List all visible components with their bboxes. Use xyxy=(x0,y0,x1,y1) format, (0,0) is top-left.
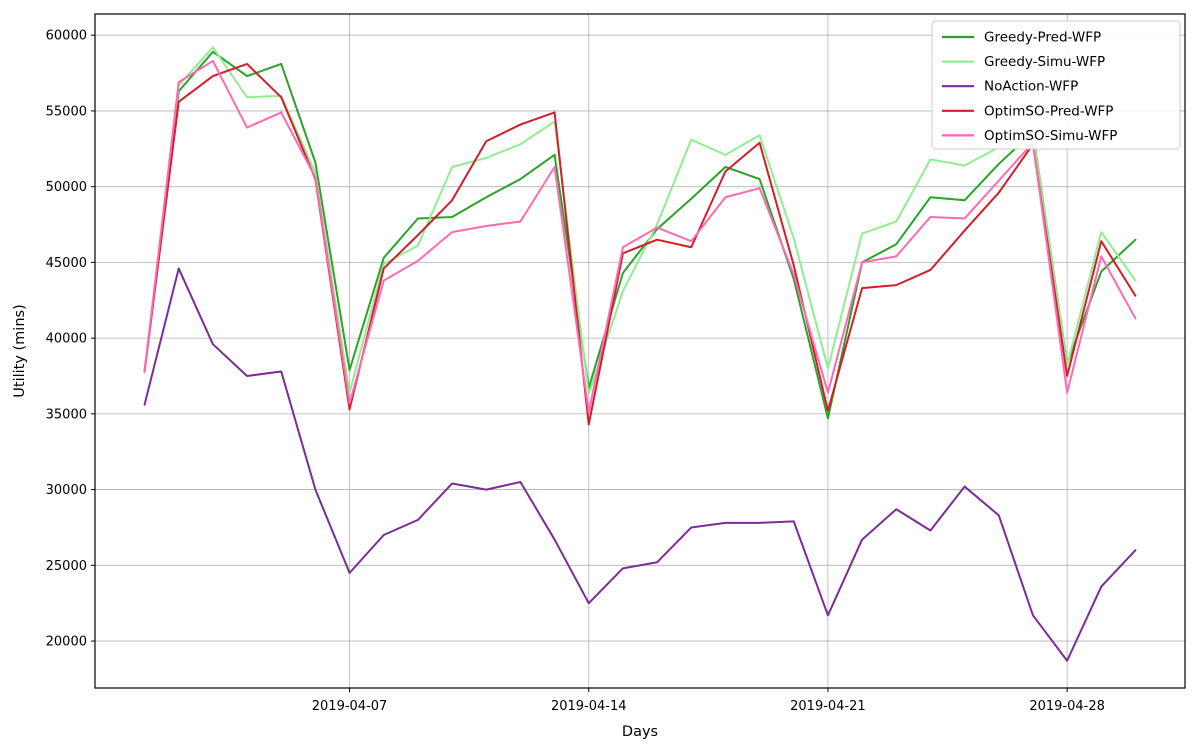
legend-label-noaction-wfp: NoAction-WFP xyxy=(984,79,1078,95)
legend-label-optimso-simu-wfp: OptimSO-Simu-WFP xyxy=(984,128,1117,144)
x-axis-label: Days xyxy=(622,724,658,740)
y-axis-label: Utility (mins) xyxy=(12,304,28,397)
y-tick-label: 20000 xyxy=(46,635,87,650)
series-line-greedy-pred-wfp xyxy=(143,50,1137,420)
y-tick-label: 50000 xyxy=(46,180,87,195)
y-tick-label: 30000 xyxy=(46,483,87,498)
legend-label-optimso-pred-wfp: OptimSO-Pred-WFP xyxy=(984,103,1113,119)
legend-label-greedy-pred-wfp: Greedy-Pred-WFP xyxy=(984,30,1101,46)
x-tick-label: 2019-04-14 xyxy=(551,699,627,714)
y-tick-label: 45000 xyxy=(46,256,87,271)
y-tick-label: 60000 xyxy=(46,29,87,44)
x-tick-label: 2019-04-28 xyxy=(1029,699,1105,714)
series-line-noaction-wfp xyxy=(143,267,1137,662)
plot-border xyxy=(94,13,1186,689)
legend-label-greedy-simu-wfp: Greedy-Simu-WFP xyxy=(984,54,1105,70)
x-tick-label: 2019-04-07 xyxy=(312,699,388,714)
legend-box xyxy=(931,20,1181,150)
series-line-greedy-simu-wfp xyxy=(143,46,1137,396)
y-tick-label: 55000 xyxy=(46,104,87,119)
x-tick-label: 2019-04-21 xyxy=(790,699,866,714)
series-line-optimso-simu-wfp xyxy=(143,59,1137,414)
y-tick-label: 35000 xyxy=(46,407,87,422)
y-tick-label: 40000 xyxy=(46,332,87,347)
y-tick-label: 25000 xyxy=(46,559,87,574)
